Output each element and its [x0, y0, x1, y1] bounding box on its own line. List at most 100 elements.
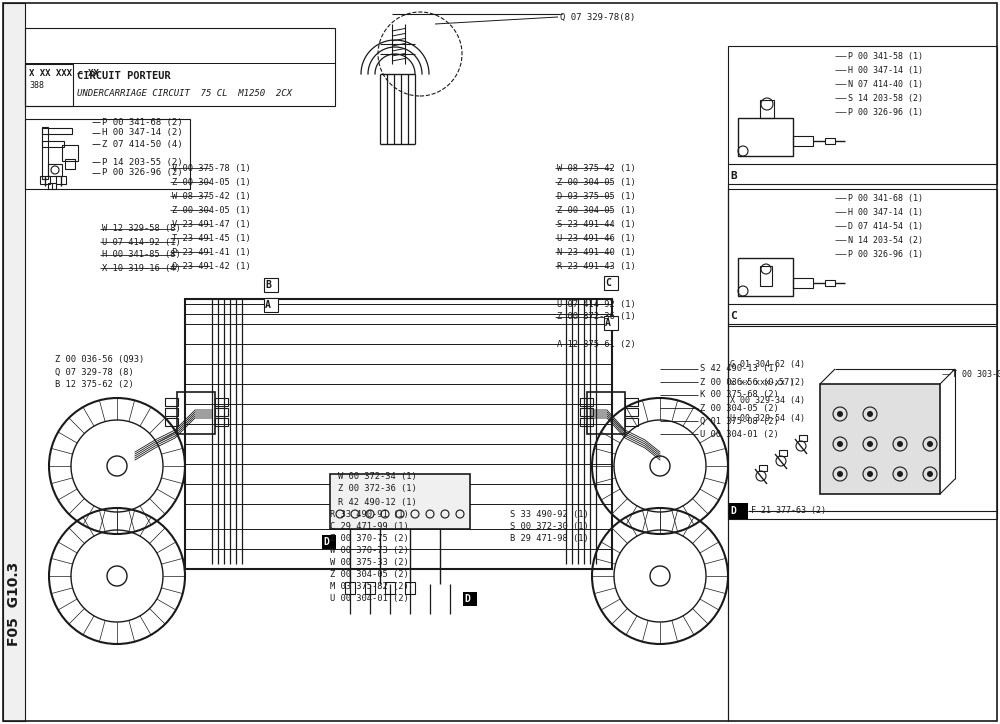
Text: V 23 491-47 (1): V 23 491-47 (1) — [172, 219, 251, 229]
Bar — [728, 46, 997, 184]
Text: H 00 347-14 (1): H 00 347-14 (1) — [848, 65, 923, 75]
Text: T 23 491-45 (1): T 23 491-45 (1) — [172, 234, 251, 243]
Bar — [793, 278, 813, 288]
Text: Z 07 414-50 (4): Z 07 414-50 (4) — [102, 140, 183, 148]
Text: Z 00 304-05 (2): Z 00 304-05 (2) — [330, 570, 409, 578]
Text: S 00 372-30 (1): S 00 372-30 (1) — [510, 521, 589, 531]
Circle shape — [837, 441, 843, 447]
Text: Z 00 304-05 (1): Z 00 304-05 (1) — [172, 177, 251, 187]
Bar — [793, 136, 813, 146]
Bar — [330, 474, 470, 529]
Bar — [165, 418, 178, 426]
Text: Z 00 036-56 (0,57): Z 00 036-56 (0,57) — [700, 377, 794, 387]
Text: X XX XXX – XX: X XX XXX – XX — [29, 70, 99, 78]
Bar — [760, 100, 774, 118]
Text: B 29 471-98 (1): B 29 471-98 (1) — [510, 534, 589, 542]
Text: Z 00 304-05 (2): Z 00 304-05 (2) — [700, 403, 779, 413]
Bar — [580, 408, 593, 416]
Text: Z 00 372-36 (1): Z 00 372-36 (1) — [557, 313, 636, 321]
Bar — [580, 418, 593, 426]
Bar — [215, 408, 228, 416]
Bar — [42, 128, 72, 134]
Text: N 07 414-40 (1): N 07 414-40 (1) — [848, 80, 923, 88]
Text: D 03 375-05 (1): D 03 375-05 (1) — [557, 192, 636, 201]
Bar — [264, 278, 278, 292]
Text: Z 00 304-05 (1): Z 00 304-05 (1) — [557, 206, 636, 214]
Bar — [580, 398, 593, 406]
Circle shape — [927, 471, 933, 477]
Text: M 03 375-82 (2): M 03 375-82 (2) — [330, 581, 409, 591]
Text: S 33 490-92 (1): S 33 490-92 (1) — [510, 510, 589, 518]
Bar — [738, 118, 793, 156]
Text: T 00 303-08 (2): T 00 303-08 (2) — [952, 369, 1000, 379]
Bar — [625, 398, 638, 406]
Bar — [587, 392, 625, 434]
Bar — [625, 418, 638, 426]
Text: P 00 326-96 (1): P 00 326-96 (1) — [848, 250, 923, 258]
Text: N 14 203-54 (2): N 14 203-54 (2) — [848, 235, 923, 245]
Bar — [185, 299, 612, 569]
Text: X 10 319-16 (4): X 10 319-16 (4) — [102, 264, 181, 272]
Bar — [25, 63, 335, 64]
Bar — [365, 582, 375, 594]
Bar — [728, 503, 748, 519]
Text: G 01 304-62 (4): G 01 304-62 (4) — [730, 360, 805, 369]
Text: P 00 326-96 (2): P 00 326-96 (2) — [102, 169, 183, 177]
Text: W 00 372-34 (1): W 00 372-34 (1) — [338, 471, 417, 481]
Text: W 00 370-73 (2): W 00 370-73 (2) — [330, 545, 409, 555]
Text: W 00 375-33 (2): W 00 375-33 (2) — [330, 557, 409, 566]
Text: X 00 329-34 (4): X 00 329-34 (4) — [730, 395, 805, 405]
Circle shape — [897, 441, 903, 447]
Text: D 07 414-54 (1): D 07 414-54 (1) — [848, 222, 923, 230]
Bar — [825, 280, 835, 286]
Bar — [56, 176, 66, 184]
Circle shape — [867, 471, 873, 477]
Circle shape — [867, 411, 873, 417]
Text: Z 00 304-05 (1): Z 00 304-05 (1) — [172, 206, 251, 214]
Text: H 00 341-85 (8): H 00 341-85 (8) — [102, 251, 181, 259]
Bar — [48, 183, 56, 189]
Text: S 42 490-13 (1): S 42 490-13 (1) — [700, 364, 779, 374]
Text: F 21 377-63 (2): F 21 377-63 (2) — [751, 507, 826, 515]
Bar — [738, 258, 793, 296]
Text: P 00 341-68 (2): P 00 341-68 (2) — [102, 117, 183, 127]
Text: B: B — [265, 280, 271, 290]
Text: W 12 329-58 (8): W 12 329-58 (8) — [102, 224, 181, 234]
Text: 388: 388 — [29, 82, 44, 90]
Bar — [405, 582, 415, 594]
Text: U 00 329-54 (4): U 00 329-54 (4) — [730, 413, 805, 423]
Text: Z 00 304-05 (1): Z 00 304-05 (1) — [557, 177, 636, 187]
Bar — [42, 127, 48, 179]
Text: R 23 491-43 (1): R 23 491-43 (1) — [557, 261, 636, 271]
Text: P 00 341-68 (1): P 00 341-68 (1) — [848, 193, 923, 203]
Text: D: D — [464, 594, 470, 604]
Text: C: C — [730, 311, 737, 321]
Text: S 14 203-58 (2): S 14 203-58 (2) — [848, 93, 923, 103]
Text: x xx xxx-xx (2): x xx xxx-xx (2) — [730, 377, 805, 387]
Text: P 00 326-96 (1): P 00 326-96 (1) — [848, 107, 923, 117]
Text: P 14 203-55 (2): P 14 203-55 (2) — [102, 158, 183, 167]
Bar — [463, 592, 477, 606]
Text: U 00 304-01 (2): U 00 304-01 (2) — [330, 594, 409, 602]
Bar — [215, 398, 228, 406]
Text: U 23 491-46 (1): U 23 491-46 (1) — [557, 234, 636, 243]
Text: W 08 375-42 (1): W 08 375-42 (1) — [557, 164, 636, 172]
Bar — [65, 159, 75, 169]
Text: S 23 491-44 (1): S 23 491-44 (1) — [557, 219, 636, 229]
Text: A 12 375-61 (2): A 12 375-61 (2) — [557, 340, 636, 348]
Text: U 00 304-01 (2): U 00 304-01 (2) — [700, 429, 779, 439]
Bar — [165, 408, 178, 416]
Bar — [779, 450, 787, 456]
Text: Q 07 329-78 (8): Q 07 329-78 (8) — [55, 368, 134, 376]
Text: Z 00 372-36 (1): Z 00 372-36 (1) — [338, 484, 417, 494]
Text: B 12 375-62 (2): B 12 375-62 (2) — [55, 381, 134, 390]
Text: R 33 490-91 (1): R 33 490-91 (1) — [330, 510, 409, 518]
Bar — [820, 384, 940, 494]
Text: D: D — [730, 506, 736, 516]
Bar — [322, 535, 336, 549]
Text: C: C — [605, 278, 611, 288]
Text: N 23 491-40 (1): N 23 491-40 (1) — [557, 248, 636, 256]
Text: H 00 347-14 (2): H 00 347-14 (2) — [102, 128, 183, 138]
Bar — [48, 164, 62, 176]
Bar — [760, 266, 772, 286]
